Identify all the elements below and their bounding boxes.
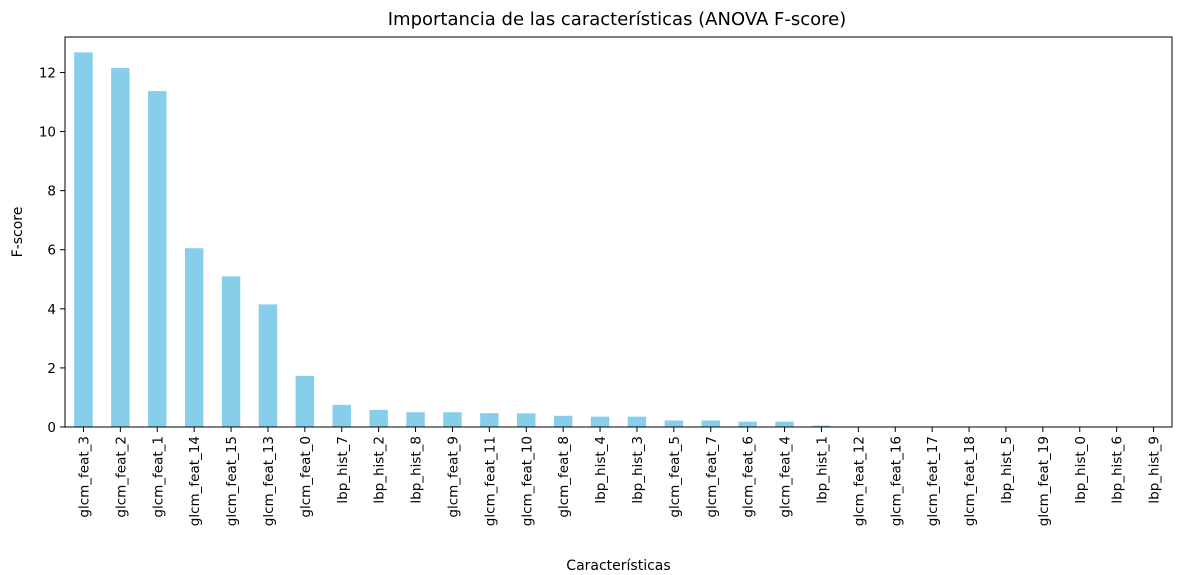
x-tick-label: glcm_feat_10 [519,436,535,526]
x-tick-label: glcm_feat_16 [888,436,904,526]
bar-glcm_feat_15 [221,276,241,427]
x-tick-label: glcm_feat_5 [667,436,683,518]
y-tick-label: 10 [39,125,56,141]
x-tick-label: lbp_hist_1 [814,436,830,504]
bar-glcm_feat_11 [480,413,499,427]
bar-glcm_feat_0 [295,375,315,427]
x-tick-label: glcm_feat_1 [150,436,166,518]
x-axis-label: Características [566,558,670,574]
x-tick-label: glcm_feat_19 [1036,436,1052,526]
x-tick-label: lbp_hist_2 [372,436,388,504]
bar-lbp_hist_7 [332,404,351,427]
bar-glcm_feat_2 [111,68,130,427]
bar-glcm_feat_8 [553,415,573,427]
x-axis: glcm_feat_3 glcm_feat_2 glcm_feat_1 glcm_fe… [76,427,1163,526]
x-tick-label: glcm_feat_12 [851,436,867,526]
bar-lbp_hist_1 [812,425,831,427]
bar-glcm_feat_14 [184,248,204,427]
x-tick-label: lbp_hist_3 [630,436,646,504]
x-tick-label: lbp_hist_0 [1073,436,1089,504]
y-tick-label: 8 [47,184,56,200]
bar-glcm_feat_1 [148,91,167,428]
x-tick-label: glcm_feat_4 [778,436,794,518]
x-tick-label: glcm_feat_13 [261,436,277,526]
bar-glcm_feat_10 [517,413,536,427]
x-tick-label: lbp_hist_4 [593,436,609,504]
bar-lbp_hist_4 [590,416,610,427]
x-tick-label: glcm_feat_2 [113,436,129,518]
x-tick-label: glcm_feat_14 [187,436,203,526]
x-tick-label: glcm_feat_0 [298,436,314,518]
y-axis-label: F-score [10,207,26,258]
x-tick-label: glcm_feat_7 [704,436,720,518]
bar-glcm_feat_9 [443,412,462,427]
bar-lbp_hist_8 [406,412,425,427]
chart-title: Importancia de las características (ANOV… [388,9,847,30]
x-tick-label: glcm_feat_3 [76,436,92,518]
x-tick-label: lbp_hist_6 [1110,436,1126,504]
y-tick-label: 2 [47,361,56,377]
bar-glcm_feat_4 [775,421,794,427]
bar-glcm_feat_7 [701,420,720,427]
bar-glcm_feat_13 [258,304,278,427]
y-tick-label: 6 [47,243,56,259]
bar-glcm_feat_6 [738,421,757,427]
bar-lbp_hist_3 [627,416,647,427]
x-tick-label: lbp_hist_9 [1147,436,1163,504]
x-tick-label: lbp_hist_5 [999,436,1015,504]
y-tick-label: 12 [39,65,56,81]
x-tick-label: glcm_feat_17 [925,436,941,526]
bar-glcm_feat_3 [74,52,93,427]
x-tick-label: glcm_feat_11 [482,436,498,526]
x-tick-label: lbp_hist_7 [335,436,351,504]
y-axis: 0 2 4 6 8 10 12 [39,65,65,436]
x-tick-label: glcm_feat_6 [741,436,757,518]
bar-glcm_feat_5 [664,420,684,427]
plot-frame [64,36,1173,428]
bars-group [74,52,831,428]
bar-lbp_hist_2 [369,409,388,427]
x-tick-label: glcm_feat_9 [445,436,461,518]
x-tick-label: lbp_hist_8 [409,436,425,504]
y-tick-label: 4 [47,302,56,318]
y-tick-label: 0 [47,420,56,436]
x-tick-label: glcm_feat_15 [224,436,240,526]
x-tick-label: glcm_feat_8 [556,436,572,518]
x-tick-label: glcm_feat_18 [962,436,978,526]
